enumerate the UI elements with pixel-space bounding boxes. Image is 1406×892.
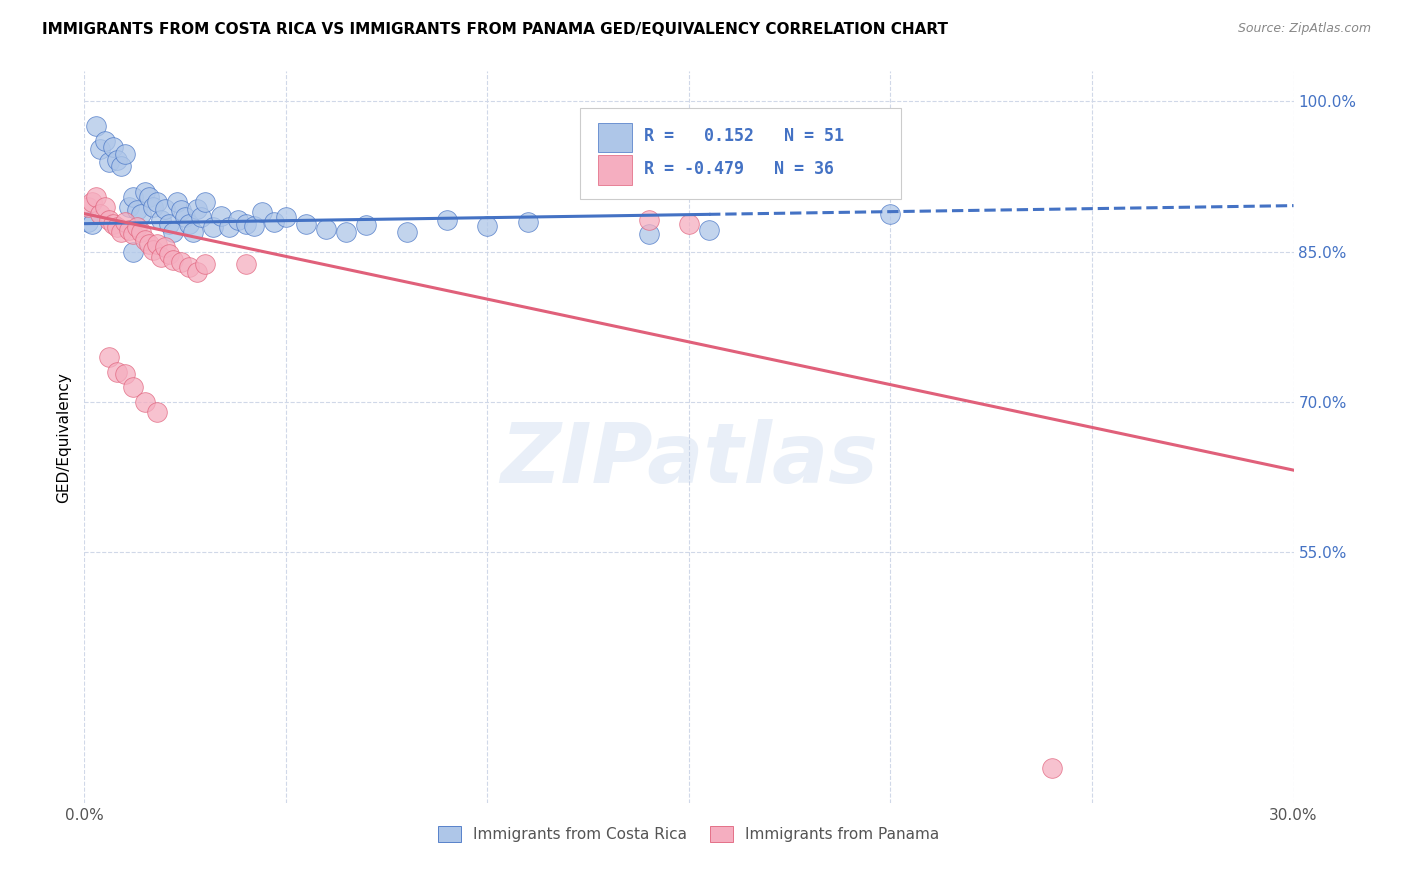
Point [77,214,100,228]
Point [142,243,165,257]
Point [235,217,257,231]
Point [157,246,180,260]
Point [194,257,217,271]
Point [179,260,201,274]
Text: ZIPatlas: ZIPatlas [501,418,877,500]
Point [134,233,156,247]
Point [129,225,152,239]
Point [93,135,115,149]
Point [194,194,217,209]
Point [121,189,143,203]
Point [110,159,132,173]
Point [105,219,128,234]
Point [118,200,141,214]
Point [190,210,212,224]
Point [697,222,720,236]
Point [101,217,124,231]
Point [209,209,232,223]
Point [226,212,249,227]
Point [1040,761,1063,775]
Legend: Immigrants from Costa Rica, Immigrants from Panama: Immigrants from Costa Rica, Immigrants f… [430,819,948,850]
Point [121,227,143,241]
Point [125,219,148,234]
Point [516,214,538,228]
Point [315,221,337,235]
Point [157,217,180,231]
Point [274,210,297,224]
Y-axis label: GED/Equivalency: GED/Equivalency [56,372,72,502]
Point [146,194,169,209]
FancyBboxPatch shape [581,108,901,200]
Point [138,189,160,203]
Point [174,210,197,224]
Point [166,194,188,209]
Point [121,244,143,259]
Bar [599,155,633,185]
Point [134,185,156,199]
Point [436,212,458,227]
Point [335,225,357,239]
Point [678,217,700,231]
Point [637,227,659,241]
Point [179,217,201,231]
Point [129,207,152,221]
Point [97,212,120,227]
Point [82,217,104,231]
Point [114,214,136,228]
Point [121,380,143,394]
Point [181,225,204,239]
Point [105,153,128,167]
Point [149,250,172,264]
Point [146,405,169,419]
Point [356,218,378,232]
Point [153,202,176,216]
Point [125,202,148,217]
Point [162,225,184,239]
Point [89,141,111,155]
Point [477,219,499,233]
Point [118,222,141,236]
Point [101,139,124,153]
Text: IMMIGRANTS FROM COSTA RICA VS IMMIGRANTS FROM PANAMA GED/EQUIVALENCY CORRELATION: IMMIGRANTS FROM COSTA RICA VS IMMIGRANTS… [42,22,948,37]
Point [97,154,120,169]
Point [218,219,240,234]
Point [153,240,176,254]
Point [186,265,208,279]
Point [86,120,108,134]
Point [105,365,128,379]
Point [89,207,111,221]
Point [86,189,108,203]
Text: Source: ZipAtlas.com: Source: ZipAtlas.com [1237,22,1371,36]
Point [93,200,115,214]
Point [879,207,901,221]
Point [395,225,418,239]
Point [637,212,659,227]
Point [142,200,165,214]
Point [170,202,193,217]
Point [295,217,318,231]
Point [82,194,104,209]
Point [149,212,172,227]
Point [250,204,273,219]
Point [114,367,136,381]
Point [77,200,100,214]
Text: R = -0.479   N = 36: R = -0.479 N = 36 [644,160,834,178]
Text: R =   0.152   N = 51: R = 0.152 N = 51 [644,127,844,145]
Point [263,214,285,228]
Bar [599,122,633,152]
Point [242,219,264,233]
Point [138,236,160,251]
Point [235,257,257,271]
Point [170,254,193,268]
Point [146,236,169,251]
Point [114,146,136,161]
Point [186,202,208,216]
Point [202,219,225,234]
Point [110,225,132,239]
Point [134,395,156,409]
Point [97,350,120,364]
Point [162,252,184,267]
